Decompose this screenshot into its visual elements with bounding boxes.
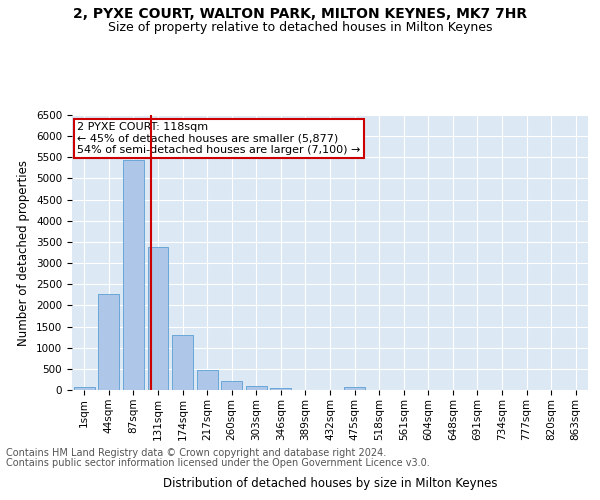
Text: 2, PYXE COURT, WALTON PARK, MILTON KEYNES, MK7 7HR: 2, PYXE COURT, WALTON PARK, MILTON KEYNE… <box>73 8 527 22</box>
Bar <box>221 381 242 390</box>
Bar <box>246 386 267 390</box>
Text: Distribution of detached houses by size in Milton Keynes: Distribution of detached houses by size … <box>163 477 497 490</box>
Y-axis label: Number of detached properties: Number of detached properties <box>17 160 31 346</box>
Bar <box>271 388 292 390</box>
Bar <box>344 388 365 390</box>
Text: Contains public sector information licensed under the Open Government Licence v3: Contains public sector information licen… <box>6 458 430 468</box>
Bar <box>148 247 169 390</box>
Text: 2 PYXE COURT: 118sqm
← 45% of detached houses are smaller (5,877)
54% of semi-de: 2 PYXE COURT: 118sqm ← 45% of detached h… <box>77 122 361 155</box>
Bar <box>74 387 95 390</box>
Bar <box>98 294 119 390</box>
Bar <box>123 160 144 390</box>
Text: Contains HM Land Registry data © Crown copyright and database right 2024.: Contains HM Land Registry data © Crown c… <box>6 448 386 458</box>
Bar <box>197 370 218 390</box>
Bar <box>172 335 193 390</box>
Text: Size of property relative to detached houses in Milton Keynes: Size of property relative to detached ho… <box>108 21 492 34</box>
